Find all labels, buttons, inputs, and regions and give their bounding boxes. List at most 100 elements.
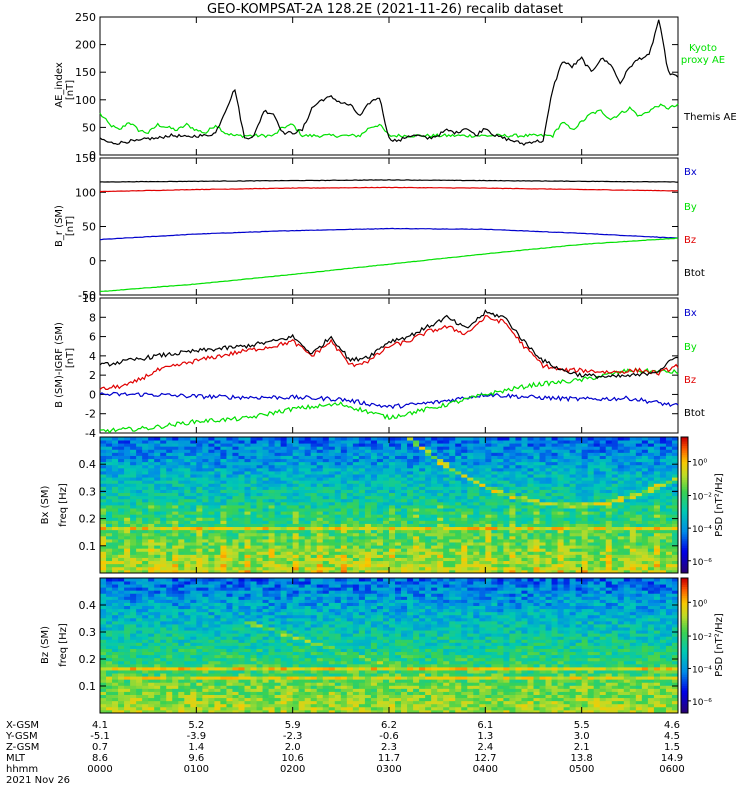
s2-cell bbox=[142, 581, 149, 585]
s1-cell bbox=[286, 455, 294, 460]
s1-cell bbox=[419, 437, 426, 441]
s1-cell bbox=[190, 532, 197, 537]
s1-cell bbox=[623, 554, 631, 558]
s1-cell bbox=[653, 437, 661, 441]
s1-cell bbox=[401, 505, 408, 509]
s1-cell bbox=[250, 569, 257, 574]
s1-cell bbox=[292, 474, 300, 478]
s1-cell bbox=[118, 514, 125, 518]
s2-cell bbox=[142, 602, 149, 607]
s1-cell bbox=[623, 467, 631, 472]
s1-cell bbox=[515, 467, 522, 472]
s1-cell bbox=[539, 443, 546, 447]
s1-cell bbox=[599, 437, 607, 441]
s1-cell bbox=[370, 508, 378, 512]
s2-cell bbox=[100, 584, 107, 588]
s1-cell bbox=[334, 532, 342, 537]
s1-cell bbox=[202, 437, 209, 441]
s1-cell bbox=[262, 511, 269, 515]
s1-cell bbox=[449, 511, 456, 515]
s2-cell bbox=[136, 587, 143, 591]
s1-cell bbox=[665, 532, 673, 537]
s1-cell bbox=[461, 489, 468, 494]
s1-cell bbox=[352, 471, 360, 475]
s1-cell bbox=[208, 498, 215, 503]
s1-cell bbox=[389, 446, 396, 450]
s1-cell bbox=[172, 458, 179, 463]
s1-cell bbox=[340, 471, 348, 475]
s1-cell bbox=[437, 458, 444, 463]
legend-kyoto-line2: proxy AE bbox=[681, 55, 725, 66]
s1-cell bbox=[503, 554, 510, 558]
s1-cell bbox=[491, 437, 498, 441]
s1-cell bbox=[214, 471, 221, 475]
s1-cell bbox=[401, 477, 408, 481]
s1-cell bbox=[316, 486, 324, 490]
s1-cell bbox=[166, 542, 173, 546]
s1-cell bbox=[100, 511, 107, 515]
s1-colorbar-swatch bbox=[681, 500, 688, 504]
s1-cell bbox=[340, 535, 348, 540]
s1-cell bbox=[172, 483, 179, 487]
s1-cell bbox=[545, 517, 552, 521]
s1-cell bbox=[557, 545, 564, 549]
s1-cell bbox=[575, 486, 583, 490]
s2-cell bbox=[130, 694, 137, 699]
s1-cell bbox=[479, 532, 486, 537]
s1-cell bbox=[352, 492, 360, 497]
s1-cell bbox=[250, 440, 257, 444]
s1-cell bbox=[611, 474, 619, 478]
s1-cell bbox=[334, 477, 342, 481]
s1-cell bbox=[220, 520, 227, 524]
s1-cell bbox=[587, 548, 595, 552]
s1-cell bbox=[401, 483, 408, 487]
s1-cell bbox=[455, 514, 462, 518]
s1-cell bbox=[220, 495, 227, 500]
s2-cell bbox=[136, 706, 143, 711]
s2-cell bbox=[100, 611, 107, 616]
s1-cell bbox=[455, 505, 462, 509]
s1-cell bbox=[304, 535, 312, 540]
s1-cell bbox=[539, 542, 546, 546]
s1-cell bbox=[491, 554, 498, 558]
s1-cell bbox=[292, 511, 300, 515]
s1-cell bbox=[479, 539, 486, 543]
s1-cell bbox=[659, 569, 667, 574]
s1-cell bbox=[100, 498, 107, 503]
s1-cell bbox=[665, 464, 673, 469]
s1-cell bbox=[611, 492, 619, 497]
s1-cell bbox=[232, 523, 239, 528]
s1-cell bbox=[274, 569, 282, 574]
s1-cell bbox=[623, 548, 631, 552]
s1-cell bbox=[581, 480, 589, 484]
s1-cell bbox=[515, 486, 522, 490]
s1-cell bbox=[491, 477, 498, 481]
s2-cell bbox=[106, 581, 113, 585]
s1-cell bbox=[256, 471, 263, 475]
s1-cell bbox=[106, 508, 113, 512]
s1-cell bbox=[364, 486, 372, 490]
s1-cell bbox=[431, 511, 438, 515]
s1-cell bbox=[280, 560, 288, 565]
s1-cell bbox=[431, 495, 438, 500]
s1-cell bbox=[298, 452, 306, 456]
s1-cell bbox=[605, 514, 613, 518]
s2-cell bbox=[118, 645, 125, 649]
s1-cell bbox=[322, 492, 330, 497]
s1-cell bbox=[340, 501, 348, 506]
s1-cell bbox=[635, 498, 643, 503]
s2-cell bbox=[106, 660, 113, 665]
s1-cell bbox=[557, 452, 564, 456]
s1-cell bbox=[172, 471, 179, 475]
s1-cell bbox=[449, 569, 456, 574]
s1-cell bbox=[292, 464, 300, 469]
s1-cell bbox=[160, 467, 167, 472]
s1-cell bbox=[244, 498, 251, 503]
s1-cell bbox=[106, 554, 113, 558]
s1-cell bbox=[617, 437, 625, 441]
s1-cell bbox=[623, 474, 631, 478]
s1-cell bbox=[346, 486, 354, 490]
s1-cell bbox=[467, 505, 474, 509]
s1-cell bbox=[557, 467, 564, 472]
s1-cell bbox=[322, 480, 330, 484]
